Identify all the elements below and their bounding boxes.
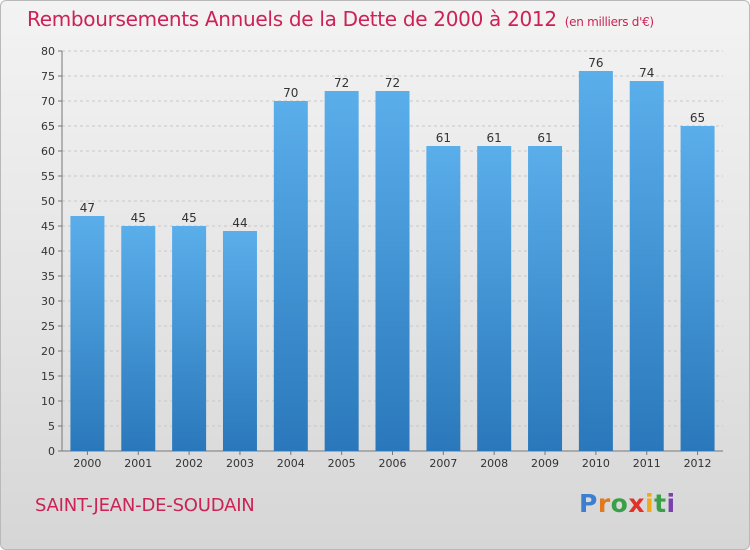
bar-2000 bbox=[70, 216, 105, 451]
bar-2007 bbox=[426, 146, 461, 451]
bar-2003 bbox=[222, 231, 257, 451]
x-tick-label-2003: 2003 bbox=[226, 457, 254, 470]
y-tick-label: 40 bbox=[41, 245, 55, 258]
x-tick-label-2005: 2005 bbox=[328, 457, 356, 470]
y-tick-label: 75 bbox=[41, 70, 55, 83]
x-tick-label-2007: 2007 bbox=[429, 457, 457, 470]
value-label-2008: 61 bbox=[487, 131, 502, 145]
logo-letter: r bbox=[597, 489, 611, 518]
bar-2012 bbox=[680, 126, 715, 451]
logo-letter: x bbox=[628, 489, 645, 518]
logo-letter: o bbox=[610, 489, 629, 518]
y-tick-label: 60 bbox=[41, 145, 55, 158]
x-tick-label-2012: 2012 bbox=[684, 457, 712, 470]
value-label-2002: 45 bbox=[181, 211, 196, 225]
y-tick-label: 65 bbox=[41, 120, 55, 133]
x-tick-label-2011: 2011 bbox=[633, 457, 661, 470]
bar-2009 bbox=[528, 146, 563, 451]
y-tick-label: 25 bbox=[41, 320, 55, 333]
y-tick-label: 80 bbox=[41, 45, 55, 58]
chart-title-text: Remboursements Annuels de la Dette de 20… bbox=[27, 7, 557, 31]
x-tick-label-2002: 2002 bbox=[175, 457, 203, 470]
x-tick-label-2009: 2009 bbox=[531, 457, 559, 470]
value-labels: 47 45 45 44 70 72 72 61 61 61 76 74 65 bbox=[80, 56, 705, 230]
y-tick-label: 35 bbox=[41, 270, 55, 283]
value-label-2010: 76 bbox=[588, 56, 603, 70]
y-tick-label: 20 bbox=[41, 345, 55, 358]
logo-letter: i bbox=[666, 489, 676, 518]
y-tick-label: 0 bbox=[48, 445, 55, 458]
x-tick-label-2004: 2004 bbox=[277, 457, 305, 470]
bars bbox=[70, 71, 715, 451]
y-tick-label: 50 bbox=[41, 195, 55, 208]
value-label-2009: 61 bbox=[537, 131, 552, 145]
logo-letter: t bbox=[654, 489, 667, 518]
value-label-2007: 61 bbox=[436, 131, 451, 145]
chart-title: Remboursements Annuels de la Dette de 20… bbox=[27, 7, 654, 31]
value-label-2006: 72 bbox=[385, 76, 400, 90]
logo-letter: P bbox=[579, 489, 598, 518]
x-tick-label-2010: 2010 bbox=[582, 457, 610, 470]
x-tick-label-2001: 2001 bbox=[124, 457, 152, 470]
y-tick-label: 15 bbox=[41, 370, 55, 383]
bar-2010 bbox=[578, 71, 613, 451]
bar-2004 bbox=[273, 101, 308, 451]
value-label-2011: 74 bbox=[639, 66, 654, 80]
y-tick-label: 70 bbox=[41, 95, 55, 108]
value-label-2003: 44 bbox=[232, 216, 247, 230]
y-tick-label: 30 bbox=[41, 295, 55, 308]
bar-2006 bbox=[375, 91, 410, 451]
y-tick-label: 10 bbox=[41, 395, 55, 408]
chart-unit: (en milliers d'€) bbox=[564, 15, 654, 29]
x-tick-label-2006: 2006 bbox=[379, 457, 407, 470]
value-label-2000: 47 bbox=[80, 201, 95, 215]
value-label-2004: 70 bbox=[283, 86, 298, 100]
commune-name: SAINT-JEAN-DE-SOUDAIN bbox=[35, 495, 255, 516]
bar-2005 bbox=[324, 91, 359, 451]
y-tick-label: 45 bbox=[41, 220, 55, 233]
y-tick-label: 55 bbox=[41, 170, 55, 183]
bar-2001 bbox=[121, 226, 156, 451]
x-tick-label-2000: 2000 bbox=[73, 457, 101, 470]
logo-letter: i bbox=[645, 489, 655, 518]
bar-2002 bbox=[172, 226, 207, 451]
value-label-2001: 45 bbox=[131, 211, 146, 225]
value-label-2012: 65 bbox=[690, 111, 705, 125]
x-tick-label-2008: 2008 bbox=[480, 457, 508, 470]
bar-2011 bbox=[629, 81, 664, 451]
value-label-2005: 72 bbox=[334, 76, 349, 90]
bar-2008 bbox=[477, 146, 512, 451]
proxiti-logo: Proxiti bbox=[579, 489, 676, 518]
y-tick-label: 5 bbox=[48, 420, 55, 433]
